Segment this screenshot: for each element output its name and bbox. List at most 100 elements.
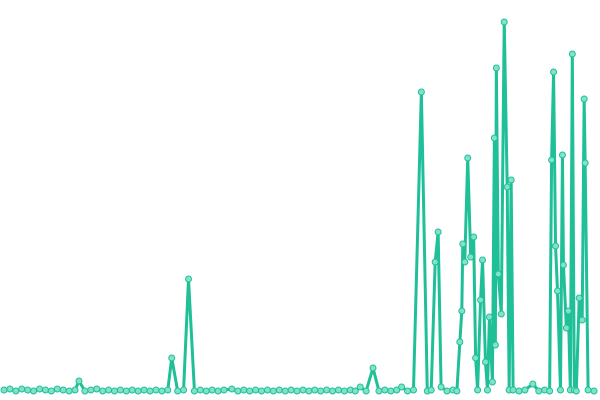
data-point — [111, 387, 119, 395]
data-point — [564, 307, 572, 315]
data-point — [443, 387, 451, 395]
data-point — [417, 88, 425, 96]
data-point — [479, 256, 487, 264]
data-point — [584, 386, 592, 394]
data-point — [116, 386, 124, 394]
data-point — [529, 380, 537, 388]
data-point — [507, 176, 515, 184]
data-point — [375, 387, 383, 395]
data-point — [369, 364, 377, 372]
data-point — [164, 386, 172, 394]
data-point — [214, 387, 222, 395]
data-point — [381, 386, 389, 394]
data-point — [485, 313, 493, 321]
data-point — [340, 387, 348, 395]
data-point — [202, 387, 210, 395]
data-point — [515, 387, 523, 395]
data-point — [562, 324, 570, 332]
data-point — [122, 387, 130, 395]
data-point — [323, 386, 331, 394]
data-point — [185, 275, 193, 283]
data-point — [334, 386, 342, 394]
data-point — [293, 387, 301, 395]
data-point — [568, 50, 576, 58]
data-point — [30, 387, 38, 395]
data-point — [546, 387, 554, 395]
data-point — [393, 386, 401, 394]
data-point — [275, 386, 283, 394]
data-point — [351, 387, 359, 395]
data-point — [472, 354, 480, 362]
data-point — [281, 387, 289, 395]
data-point — [461, 258, 469, 266]
data-point — [99, 387, 107, 395]
data-point — [572, 387, 580, 395]
data-point — [128, 386, 136, 394]
data-point — [105, 386, 113, 394]
data-point — [305, 387, 313, 395]
data-point — [81, 387, 89, 395]
data-point — [24, 386, 32, 394]
data-point — [65, 387, 73, 395]
data-point — [500, 18, 508, 26]
data-point — [509, 386, 517, 394]
data-point — [258, 387, 266, 395]
data-point — [558, 151, 566, 159]
data-point — [18, 385, 26, 393]
data-point — [287, 386, 295, 394]
data-point — [535, 387, 543, 395]
data-point — [228, 385, 236, 393]
data-point — [356, 383, 364, 391]
data-point — [556, 386, 564, 394]
data-point — [470, 233, 478, 241]
data-point — [12, 387, 20, 395]
data-point — [490, 134, 498, 142]
data-point — [134, 387, 142, 395]
data-point — [521, 386, 529, 394]
data-point — [190, 387, 198, 395]
data-point — [398, 383, 406, 391]
data-point — [427, 386, 435, 394]
data-point — [494, 270, 502, 278]
data-point — [581, 159, 589, 167]
data-point — [0, 386, 8, 394]
data-point — [474, 386, 482, 394]
data-point — [252, 386, 260, 394]
data-point — [208, 386, 216, 394]
data-point — [152, 386, 160, 394]
data-point — [488, 378, 496, 386]
data-point — [491, 341, 499, 349]
data-point — [409, 386, 417, 394]
data-point — [431, 258, 439, 266]
data-point — [53, 385, 61, 393]
data-point — [554, 287, 562, 295]
data-point — [578, 316, 586, 324]
data-line — [3, 20, 595, 393]
data-point — [6, 385, 14, 393]
data-point — [71, 386, 79, 394]
data-point — [240, 386, 248, 394]
data-point — [59, 386, 67, 394]
data-point — [467, 253, 475, 261]
data-point — [41, 386, 49, 394]
data-point — [87, 386, 95, 394]
data-point — [503, 183, 511, 191]
data-point — [483, 386, 491, 394]
data-point — [75, 377, 83, 385]
data-point — [453, 387, 461, 395]
data-point — [458, 307, 466, 315]
data-point — [246, 387, 254, 395]
data-point — [580, 95, 588, 103]
data-point — [196, 386, 204, 394]
data-point — [492, 64, 500, 72]
data-point — [481, 358, 489, 366]
data-point — [174, 387, 182, 395]
data-point — [464, 154, 472, 162]
data-point — [220, 386, 228, 394]
data-point — [158, 387, 166, 395]
data-point — [36, 385, 44, 393]
data-point — [317, 387, 325, 395]
data-point — [311, 386, 319, 394]
data-point — [404, 387, 412, 395]
